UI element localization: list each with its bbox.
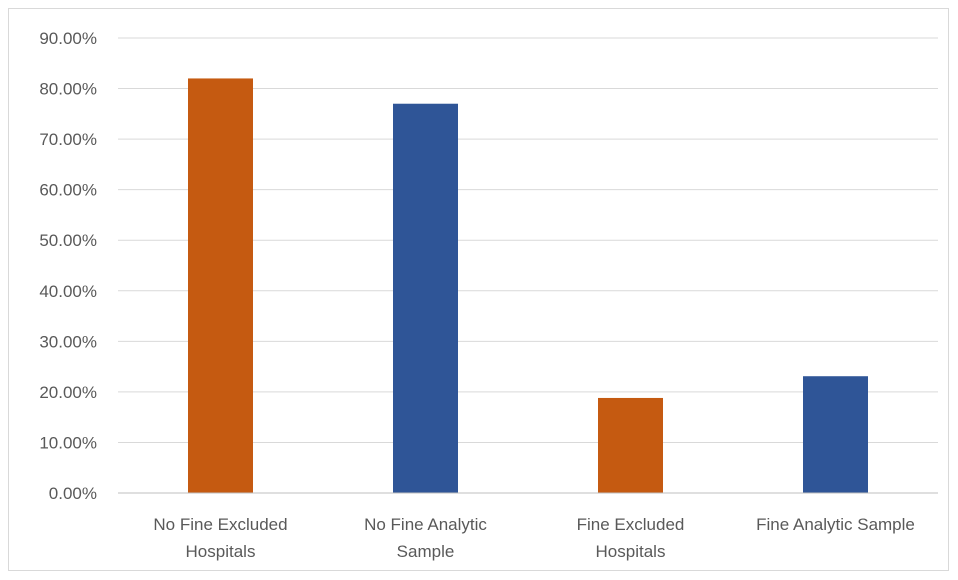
y-tick-label: 80.00% (39, 80, 97, 99)
x-tick-label: No Fine Excluded (153, 515, 287, 534)
x-tick-label: Fine Analytic Sample (756, 515, 915, 534)
gridlines (118, 37, 938, 443)
y-tick-label: 40.00% (39, 282, 97, 301)
y-tick-label: 50.00% (39, 231, 97, 250)
bar (188, 78, 253, 493)
x-tick-label: Sample (397, 542, 455, 561)
bar (803, 376, 868, 493)
y-axis-ticks: 0.00% 10.00% 20.00% 30.00% 40.00% 50.00% 60.00… (39, 29, 97, 503)
y-tick-label: 0.00% (49, 484, 97, 503)
bar (393, 103, 458, 493)
x-tick-label: Hospitals (596, 542, 666, 561)
bars (188, 78, 868, 493)
y-tick-label: 30.00% (39, 332, 97, 351)
bar (598, 397, 663, 493)
y-tick-label: 60.00% (39, 181, 97, 200)
y-tick-label: 20.00% (39, 383, 97, 402)
x-tick-label: Hospitals (186, 542, 256, 561)
y-tick-label: 90.00% (39, 29, 97, 48)
y-tick-label: 10.00% (39, 433, 97, 452)
x-tick-label: No Fine Analytic (364, 515, 487, 534)
chart-area (8, 8, 949, 571)
y-tick-label: 70.00% (39, 130, 97, 149)
x-tick-label: Fine Excluded (577, 515, 685, 534)
x-axis-ticks: No Fine Excluded Hospitals No Fine Analyti… (153, 515, 914, 561)
